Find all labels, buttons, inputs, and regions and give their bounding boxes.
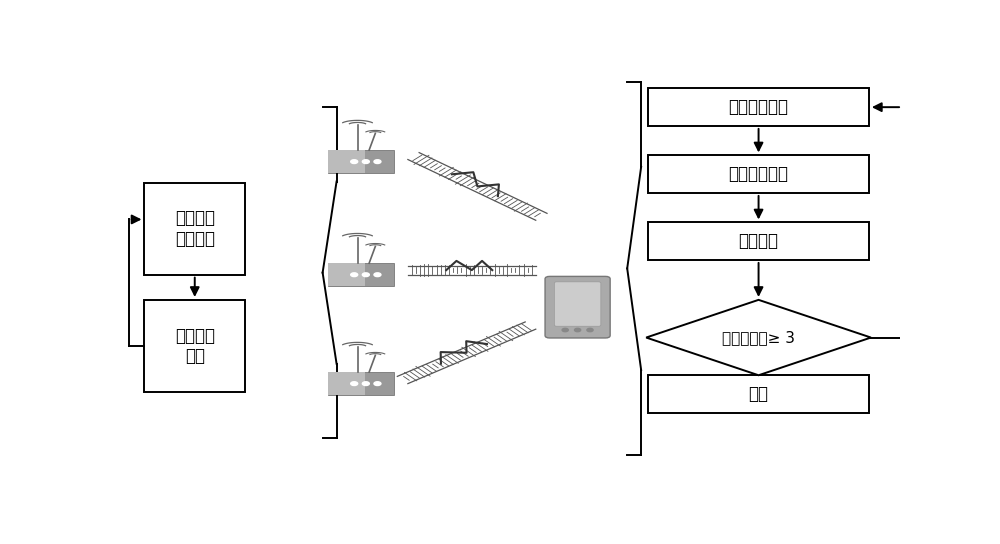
- Circle shape: [374, 273, 381, 276]
- Circle shape: [351, 382, 358, 386]
- Circle shape: [575, 329, 581, 332]
- Bar: [648, 156, 869, 193]
- Text: 测距基站数≥ 3: 测距基站数≥ 3: [722, 330, 795, 345]
- Circle shape: [587, 329, 593, 332]
- Bar: [648, 88, 869, 126]
- Bar: [328, 372, 365, 395]
- Circle shape: [362, 160, 369, 164]
- Text: 调制发送
声波信标: 调制发送 声波信标: [175, 209, 215, 248]
- Bar: [328, 372, 394, 395]
- Circle shape: [374, 160, 381, 164]
- Bar: [328, 150, 365, 173]
- Bar: [648, 375, 869, 413]
- Bar: [144, 300, 245, 392]
- Bar: [328, 150, 394, 173]
- Text: 定位: 定位: [749, 385, 769, 403]
- Circle shape: [362, 382, 369, 386]
- Circle shape: [562, 329, 568, 332]
- Circle shape: [374, 382, 381, 386]
- Circle shape: [351, 160, 358, 164]
- FancyBboxPatch shape: [545, 276, 610, 338]
- Text: 发送无线
信标: 发送无线 信标: [175, 326, 215, 366]
- FancyBboxPatch shape: [554, 282, 601, 326]
- Bar: [328, 263, 365, 286]
- Bar: [328, 263, 394, 286]
- Circle shape: [362, 273, 369, 276]
- Bar: [144, 183, 245, 275]
- Text: 无线信标接收: 无线信标接收: [729, 98, 789, 116]
- Text: 声波信标接收: 声波信标接收: [729, 165, 789, 183]
- Bar: [648, 222, 869, 260]
- Polygon shape: [646, 300, 871, 375]
- Circle shape: [351, 273, 358, 276]
- Text: 无线测距: 无线测距: [739, 232, 779, 250]
